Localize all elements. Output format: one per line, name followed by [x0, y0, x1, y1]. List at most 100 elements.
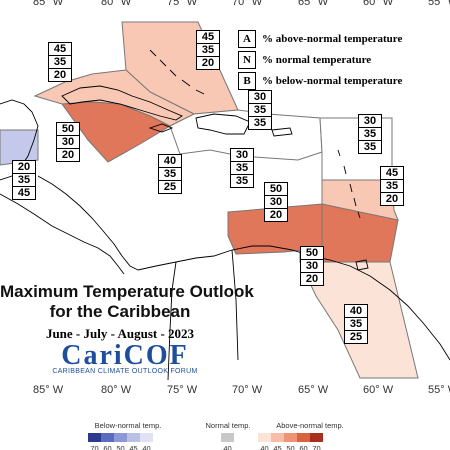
central-america-east	[37, 175, 139, 271]
colorbar-swatch	[127, 433, 140, 442]
prob-below: 20	[269, 209, 283, 221]
colorbar-swatch	[88, 433, 101, 442]
colorbar-tick: 70	[312, 444, 320, 450]
lon-label: 70° W	[232, 384, 263, 396]
lon-label: 80° W	[101, 384, 132, 396]
colorbar-swatch	[114, 433, 127, 442]
prob-normal: 35	[249, 104, 271, 117]
colorbar-tick: 40	[260, 444, 268, 450]
prob-below: 25	[349, 331, 363, 343]
prob-normal: 35	[13, 174, 35, 187]
prob-normal: 35	[197, 44, 219, 57]
prob-above: 40	[159, 155, 181, 168]
lon-label: 75° W	[167, 0, 198, 8]
colorbar-tick: 50	[286, 444, 294, 450]
colorbar-tick: 60	[299, 444, 307, 450]
prob-normal: 35	[345, 318, 367, 331]
colorbar-swatch	[297, 433, 310, 442]
lon-label: 85° W	[33, 384, 64, 396]
longitude-axis: 85° W 80° W 75° W 70° W 65° W 60° W 55° …	[33, 0, 450, 396]
prob-below: 35	[363, 141, 377, 153]
colorbar-group-label: Normal temp.	[205, 421, 250, 430]
prob-above: 45	[49, 43, 71, 56]
colorbar-swatch	[258, 433, 271, 442]
colorbar-tick: 50	[116, 444, 124, 450]
colorbar-tick: 45	[129, 444, 137, 450]
prob-below: 20	[305, 273, 319, 285]
prob-above: 30	[249, 91, 271, 104]
prob-below: 45	[17, 187, 31, 199]
colorbar-swatch	[284, 433, 297, 442]
bahamas-islands	[149, 49, 205, 95]
lon-label: 80° W	[101, 0, 132, 8]
zone-belize	[0, 129, 39, 166]
lon-label: 55° W	[428, 384, 450, 396]
prob-box-cuba: 45 35 20	[48, 42, 72, 82]
colombia-interior	[167, 249, 239, 381]
colorbar-swatch	[140, 433, 153, 442]
colorbar-tick: 40	[223, 444, 231, 450]
prob-below: 20	[61, 149, 75, 161]
colorbar-swatch	[101, 433, 114, 442]
caricof-logo: CariCOF CARIBBEAN CLIMATE OUTLOOK FORUM	[30, 340, 220, 375]
prob-above: 50	[301, 247, 323, 260]
prob-above: 45	[197, 31, 219, 44]
prob-above: 40	[345, 305, 367, 318]
legend-key: A % above-normal temperature N % normal …	[238, 28, 434, 91]
prob-normal: 35	[231, 162, 253, 175]
colorbar: Below-normal temp. 70 60 50 45 40 Normal temp.…	[88, 421, 344, 450]
key-letter: A	[238, 29, 256, 48]
colorbar-tick: 70	[90, 444, 98, 450]
prob-below: 20	[53, 69, 67, 81]
key-row-normal: N % normal temperature	[238, 49, 434, 70]
lon-label: 70° W	[232, 0, 263, 8]
prob-box-hispaniola-south: 30 35 35	[230, 148, 254, 188]
prob-below: 20	[201, 57, 215, 69]
colorbar-tick: 60	[103, 444, 111, 450]
cuba-coast	[61, 85, 183, 121]
prob-normal: 30	[265, 196, 287, 209]
map-title: Maximum Temperature Outlook	[0, 282, 254, 301]
prob-box-guianas: 40 35 25	[344, 304, 368, 344]
lon-label: 55° W	[428, 0, 450, 8]
puerto-rico-coast	[271, 127, 293, 137]
colorbar-swatch	[221, 433, 234, 442]
prob-normal: 30	[57, 136, 79, 149]
lon-label: 60° W	[363, 384, 394, 396]
colorbar-group-label: Below-normal temp.	[95, 421, 162, 430]
trinidad-coast	[355, 259, 369, 271]
key-text: % normal temperature	[262, 53, 372, 66]
prob-box-jamaica-south: 40 35 25	[158, 154, 182, 194]
colorbar-tick: 45	[273, 444, 281, 450]
prob-box-cayman-jamaica: 50 30 20	[56, 122, 80, 162]
prob-normal: 35	[49, 56, 71, 69]
key-text: % below-normal temperature	[262, 74, 403, 87]
lon-label: 75° W	[167, 384, 198, 396]
prob-normal: 35	[159, 168, 181, 181]
logo-name: CariCOF	[61, 340, 189, 371]
prob-below: 25	[163, 181, 177, 193]
hispaniola-coast	[195, 113, 251, 135]
prob-above: 45	[381, 167, 403, 180]
key-letter: N	[238, 50, 256, 69]
jamaica-coast	[148, 123, 174, 133]
prob-box-windward: 45 35 20	[380, 166, 404, 206]
key-text: % above-normal temperature	[262, 32, 403, 45]
lon-label: 65° W	[298, 384, 329, 396]
colorbar-swatch	[310, 433, 323, 442]
prob-above: 50	[57, 123, 79, 136]
prob-below: 20	[385, 193, 399, 205]
central-america-coast	[0, 193, 125, 275]
season-label: June - July - August - 2023	[45, 326, 195, 341]
prob-above: 30	[359, 115, 381, 128]
prob-box-abc: 50 30 20	[300, 246, 324, 286]
prob-normal: 35	[381, 180, 403, 193]
key-row-above: A % above-normal temperature	[238, 28, 434, 49]
map-subtitle: for the Caribbean	[49, 302, 191, 321]
prob-normal: 30	[301, 260, 323, 273]
prob-box-hispaniola-north: 30 35 35	[248, 90, 272, 130]
colorbar-group-label: Above-normal temp.	[276, 421, 344, 430]
colorbar-swatch	[271, 433, 284, 442]
lesser-antilles	[337, 149, 361, 219]
